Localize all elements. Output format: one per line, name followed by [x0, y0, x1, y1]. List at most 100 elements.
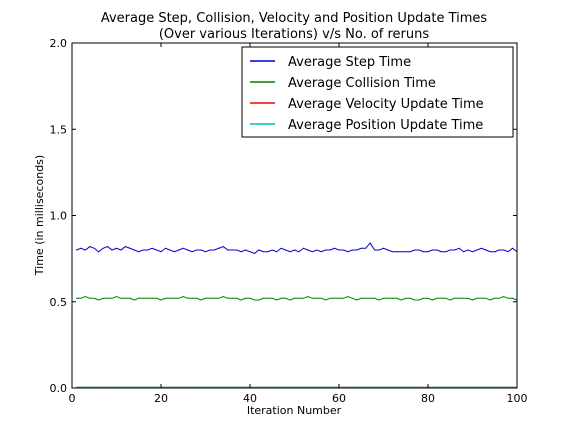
data-point — [262, 251, 264, 253]
data-point — [205, 251, 206, 253]
data-point — [262, 297, 264, 299]
data-point — [405, 251, 407, 253]
data-point — [338, 249, 340, 251]
data-point — [173, 251, 175, 253]
data-point — [187, 297, 189, 299]
data-point — [289, 299, 291, 301]
data-point — [418, 299, 420, 301]
data-point — [89, 297, 91, 299]
data-point — [387, 297, 389, 299]
data-point — [142, 297, 144, 299]
data-point — [418, 249, 420, 251]
legend-entry-1: Average Step Time — [250, 55, 411, 70]
data-point — [98, 251, 100, 253]
data-point — [222, 296, 224, 298]
data-point — [169, 297, 171, 299]
data-point — [276, 299, 278, 301]
data-point — [320, 251, 322, 253]
data-point — [147, 297, 149, 299]
data-point — [449, 249, 451, 251]
data-point — [342, 297, 344, 299]
data-point — [409, 251, 411, 253]
x-tick-label: 40 — [243, 392, 257, 405]
data-point — [307, 249, 309, 251]
series-line-1 — [76, 242, 518, 255]
data-point — [280, 247, 282, 249]
data-point — [285, 297, 287, 299]
data-point — [253, 299, 255, 301]
data-point — [178, 297, 180, 299]
data-point — [75, 249, 77, 251]
data-point — [476, 249, 478, 251]
data-point — [80, 297, 82, 299]
data-point — [160, 299, 162, 301]
data-point — [316, 249, 318, 251]
data-point — [164, 297, 166, 299]
data-point — [391, 297, 393, 299]
legend-entry-3: Average Velocity Update Time — [250, 97, 484, 112]
data-point — [191, 297, 193, 299]
data-point — [374, 249, 376, 251]
data-point — [414, 249, 416, 251]
data-point — [138, 251, 140, 253]
data-point — [182, 247, 184, 249]
data-point — [213, 297, 215, 299]
data-point — [369, 297, 371, 299]
data-point — [156, 249, 158, 251]
data-point — [472, 299, 473, 301]
data-point — [400, 299, 402, 301]
data-point — [98, 299, 100, 301]
series-2 — [75, 296, 518, 301]
data-point — [267, 251, 269, 253]
data-point — [334, 297, 336, 299]
x-tick-label: 20 — [154, 392, 168, 405]
chart-title-line-1: Average Step, Collision, Velocity and Po… — [101, 11, 488, 26]
data-point — [129, 247, 131, 249]
data-point — [196, 249, 198, 251]
data-point — [503, 296, 505, 298]
data-point — [231, 297, 233, 299]
data-point — [338, 297, 340, 299]
data-point — [489, 251, 491, 253]
data-point — [334, 247, 336, 249]
data-point — [400, 251, 402, 253]
data-point — [463, 251, 465, 253]
data-point — [463, 297, 465, 299]
data-point — [120, 249, 122, 251]
tick-layer: 0 20 40 60 80 100 0.0 0.5 1.0 1.5 2.0 — [50, 37, 528, 405]
data-point — [449, 299, 451, 301]
legend-entry-4: Average Position Update Time — [250, 118, 483, 133]
data-point — [302, 297, 304, 299]
data-point — [102, 247, 104, 249]
data-point — [480, 297, 482, 299]
legend-label: Average Position Update Time — [288, 118, 483, 133]
data-point — [129, 297, 131, 299]
data-point — [467, 297, 469, 299]
data-point — [160, 251, 162, 253]
data-point — [440, 297, 442, 299]
data-point — [507, 297, 509, 299]
data-point — [169, 249, 171, 251]
chart-title-line-2: (Over various Iterations) v/s No. of rer… — [159, 27, 430, 42]
data-point — [512, 247, 514, 249]
data-point — [258, 299, 260, 301]
data-point — [236, 249, 238, 251]
data-point — [182, 296, 184, 298]
data-point — [396, 297, 398, 299]
data-point — [164, 247, 166, 249]
data-point — [360, 247, 362, 249]
data-point — [431, 299, 433, 301]
data-point — [512, 297, 514, 299]
data-point — [374, 297, 376, 299]
data-point — [231, 249, 233, 251]
data-point — [147, 249, 149, 251]
data-point — [311, 297, 313, 299]
x-tick-label: 80 — [421, 392, 435, 405]
series-line-2 — [76, 296, 518, 301]
data-point — [387, 249, 389, 251]
data-point — [320, 297, 322, 299]
data-point — [173, 297, 175, 299]
data-point — [120, 297, 122, 299]
data-point — [440, 251, 442, 253]
